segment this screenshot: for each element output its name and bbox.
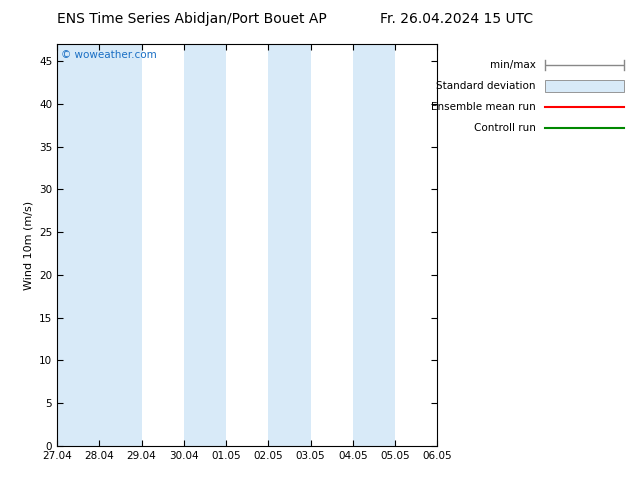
Bar — [268, 44, 311, 446]
Text: ENS Time Series Abidjan/Port Bouet AP: ENS Time Series Abidjan/Port Bouet AP — [57, 12, 327, 26]
Text: © woweather.com: © woweather.com — [61, 50, 157, 60]
Text: Fr. 26.04.2024 15 UTC: Fr. 26.04.2024 15 UTC — [380, 12, 534, 26]
Text: Controll run: Controll run — [474, 123, 536, 133]
Bar — [57, 44, 100, 446]
Bar — [100, 44, 141, 446]
Y-axis label: Wind 10m (m/s): Wind 10m (m/s) — [23, 200, 34, 290]
Bar — [437, 44, 480, 446]
Bar — [545, 80, 624, 92]
Bar — [184, 44, 226, 446]
Text: Ensemble mean run: Ensemble mean run — [431, 102, 536, 112]
Bar — [353, 44, 395, 446]
Text: min/max: min/max — [490, 60, 536, 70]
Text: Standard deviation: Standard deviation — [436, 81, 536, 91]
